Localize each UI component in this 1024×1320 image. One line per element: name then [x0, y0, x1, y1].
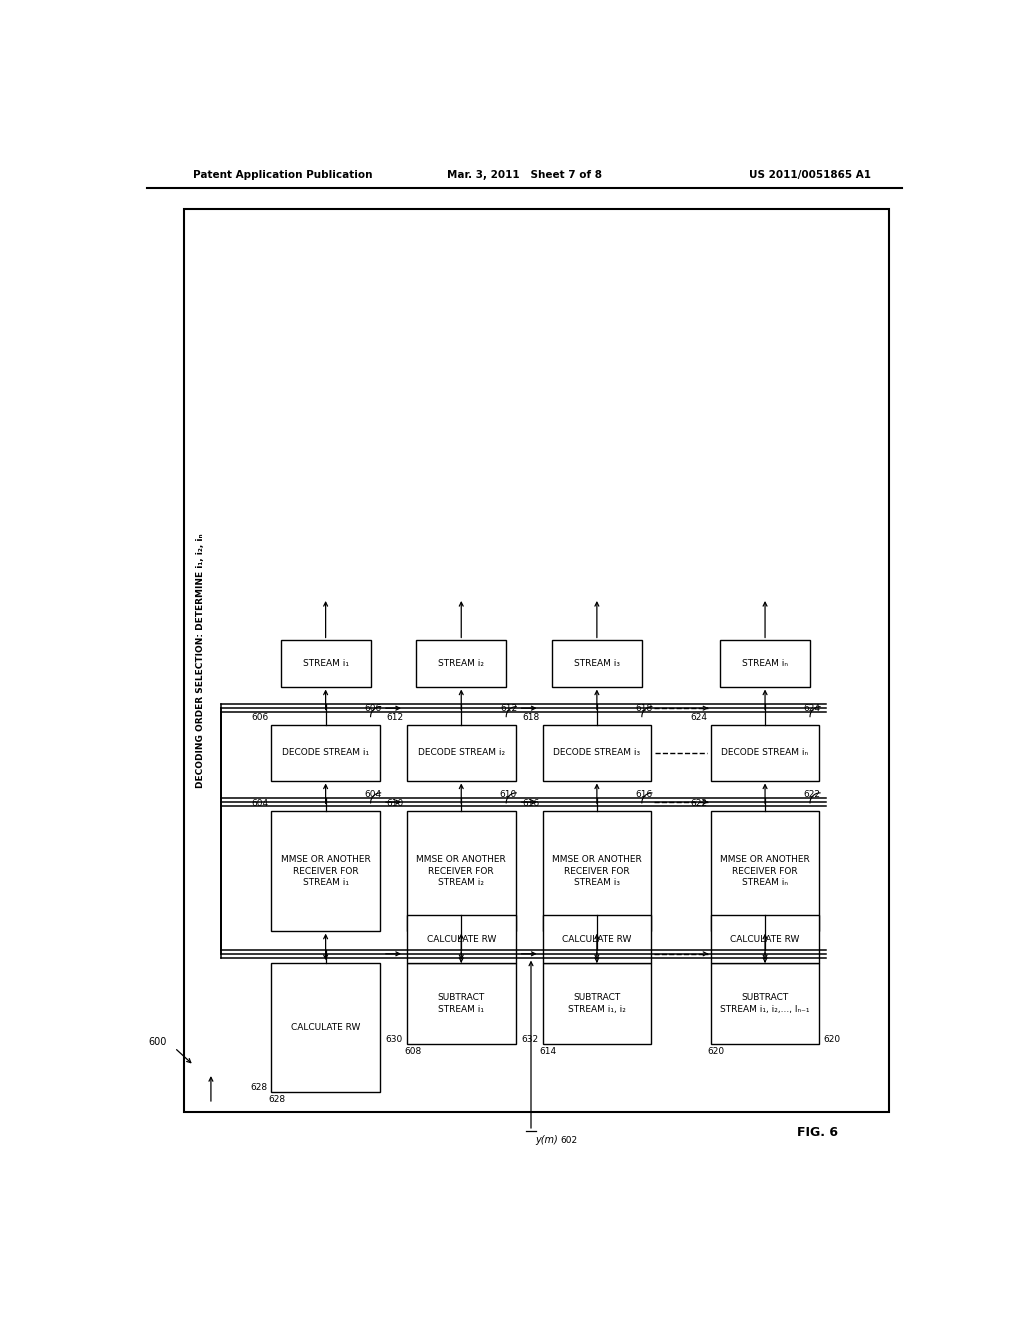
- Text: DECODE STREAM iₙ: DECODE STREAM iₙ: [722, 748, 809, 758]
- Bar: [543, 812, 651, 931]
- Text: STREAM i₃: STREAM i₃: [573, 659, 620, 668]
- Text: SUBTRACT
STREAM i₁, i₂: SUBTRACT STREAM i₁, i₂: [568, 994, 626, 1014]
- Text: CALCULATE RW: CALCULATE RW: [291, 1023, 360, 1032]
- Bar: [720, 640, 810, 686]
- Text: 614: 614: [540, 1047, 557, 1056]
- Text: 612: 612: [500, 704, 517, 713]
- Text: SUBTRACT
STREAM i₁, i₂,..., Iₙ₋₁: SUBTRACT STREAM i₁, i₂,..., Iₙ₋₁: [720, 994, 810, 1014]
- Text: US 2011/0051865 A1: US 2011/0051865 A1: [749, 170, 871, 181]
- Text: 622: 622: [804, 789, 821, 799]
- Text: 620: 620: [708, 1047, 725, 1056]
- Bar: [552, 640, 642, 686]
- Text: STREAM iₙ: STREAM iₙ: [742, 659, 788, 668]
- Bar: [407, 812, 515, 931]
- Text: MMSE OR ANOTHER
RECEIVER FOR
STREAM i₃: MMSE OR ANOTHER RECEIVER FOR STREAM i₃: [552, 855, 642, 887]
- Text: y(m): y(m): [535, 1135, 558, 1146]
- Text: CALCULATE RW: CALCULATE RW: [730, 935, 800, 944]
- Text: 628: 628: [268, 1094, 286, 1104]
- Text: DECODE STREAM i₃: DECODE STREAM i₃: [553, 748, 640, 758]
- Text: 618: 618: [522, 713, 540, 722]
- Text: DECODE STREAM i₂: DECODE STREAM i₂: [418, 748, 505, 758]
- Text: 604: 604: [365, 789, 381, 799]
- Text: 606: 606: [251, 713, 268, 722]
- Text: 608: 608: [403, 1047, 421, 1056]
- Text: CALCULATE RW: CALCULATE RW: [562, 935, 632, 944]
- Text: 606: 606: [365, 704, 381, 713]
- Bar: [711, 964, 819, 1044]
- Bar: [183, 210, 889, 1111]
- Text: MMSE OR ANOTHER
RECEIVER FOR
STREAM i₁: MMSE OR ANOTHER RECEIVER FOR STREAM i₁: [281, 855, 371, 887]
- Text: 618: 618: [636, 704, 652, 713]
- Text: 616: 616: [522, 800, 540, 808]
- Text: Patent Application Publication: Patent Application Publication: [194, 170, 373, 181]
- Text: 602: 602: [560, 1135, 578, 1144]
- Bar: [407, 915, 515, 964]
- Text: 620: 620: [823, 1035, 841, 1044]
- Text: 604: 604: [251, 800, 268, 808]
- Text: 632: 632: [521, 1035, 539, 1044]
- Bar: [271, 964, 380, 1092]
- Text: STREAM i₂: STREAM i₂: [438, 659, 484, 668]
- Text: DECODE STREAM i₁: DECODE STREAM i₁: [282, 748, 370, 758]
- Text: 610: 610: [500, 789, 517, 799]
- Bar: [271, 812, 380, 931]
- Text: MMSE OR ANOTHER
RECEIVER FOR
STREAM iₙ: MMSE OR ANOTHER RECEIVER FOR STREAM iₙ: [720, 855, 810, 887]
- Text: 624: 624: [804, 704, 821, 713]
- Text: Mar. 3, 2011   Sheet 7 of 8: Mar. 3, 2011 Sheet 7 of 8: [447, 170, 602, 181]
- Text: 610: 610: [387, 800, 403, 808]
- Text: SUBTRACT
STREAM i₁: SUBTRACT STREAM i₁: [437, 994, 485, 1014]
- Text: 624: 624: [691, 713, 708, 722]
- Text: 612: 612: [387, 713, 403, 722]
- Bar: [281, 640, 371, 686]
- Text: CALCULATE RW: CALCULATE RW: [427, 935, 496, 944]
- Bar: [543, 915, 651, 964]
- Text: STREAM i₁: STREAM i₁: [303, 659, 348, 668]
- Bar: [407, 725, 515, 780]
- Text: 622: 622: [691, 800, 708, 808]
- Bar: [543, 964, 651, 1044]
- Text: 616: 616: [636, 789, 652, 799]
- Bar: [711, 915, 819, 964]
- Bar: [711, 725, 819, 780]
- Text: 600: 600: [148, 1038, 167, 1047]
- Text: FIG. 6: FIG. 6: [798, 1126, 839, 1139]
- Text: MMSE OR ANOTHER
RECEIVER FOR
STREAM i₂: MMSE OR ANOTHER RECEIVER FOR STREAM i₂: [417, 855, 506, 887]
- Text: DECODING ORDER SELECTION: DETERMINE i₁, i₂, iₙ: DECODING ORDER SELECTION: DETERMINE i₁, …: [197, 533, 206, 788]
- Text: 628: 628: [251, 1082, 267, 1092]
- Bar: [543, 725, 651, 780]
- Bar: [407, 964, 515, 1044]
- Text: 630: 630: [386, 1035, 403, 1044]
- Bar: [417, 640, 506, 686]
- Bar: [711, 812, 819, 931]
- Bar: [271, 725, 380, 780]
